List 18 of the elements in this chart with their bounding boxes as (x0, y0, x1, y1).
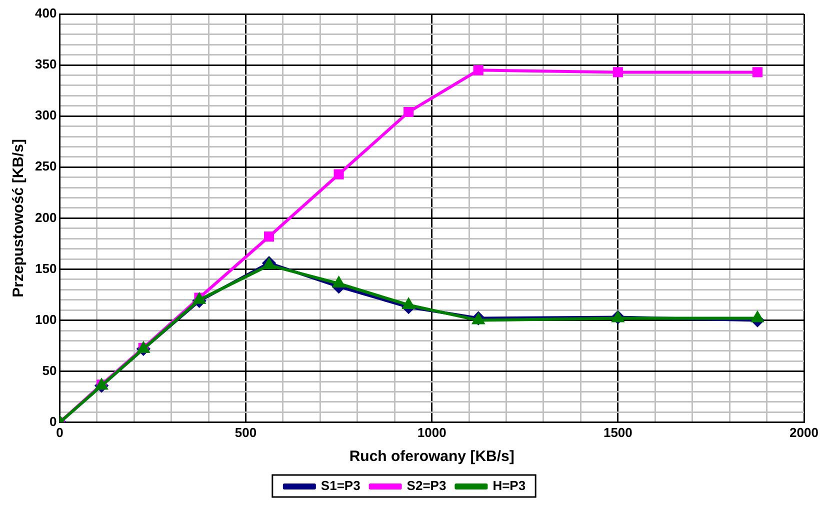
x-tick-label: 1000 (417, 424, 446, 440)
y-tick-label: 100 (34, 312, 57, 327)
legend-label: S2=P3 (406, 478, 446, 494)
legend-label: H=P3 (492, 478, 526, 494)
y-axis-title: Przepustowość [KB/s] (10, 139, 28, 298)
y-tick-label: 300 (34, 108, 57, 123)
x-tick-label: 500 (234, 424, 257, 440)
y-tick-label: 200 (34, 210, 57, 225)
y-tick-label: 0 (49, 414, 57, 429)
legend-label: S1=P3 (320, 478, 360, 494)
y-tick-label: 250 (34, 158, 57, 174)
y-tick-label: 150 (34, 260, 57, 276)
x-tick-label: 1500 (603, 424, 632, 440)
y-tick-label: 400 (34, 6, 57, 21)
x-axis-title: Ruch oferowany [KB/s] (349, 448, 514, 466)
y-tick-label: 350 (34, 56, 57, 72)
x-tick-label: 2000 (790, 424, 818, 440)
y-tick-label: 50 (42, 362, 57, 378)
